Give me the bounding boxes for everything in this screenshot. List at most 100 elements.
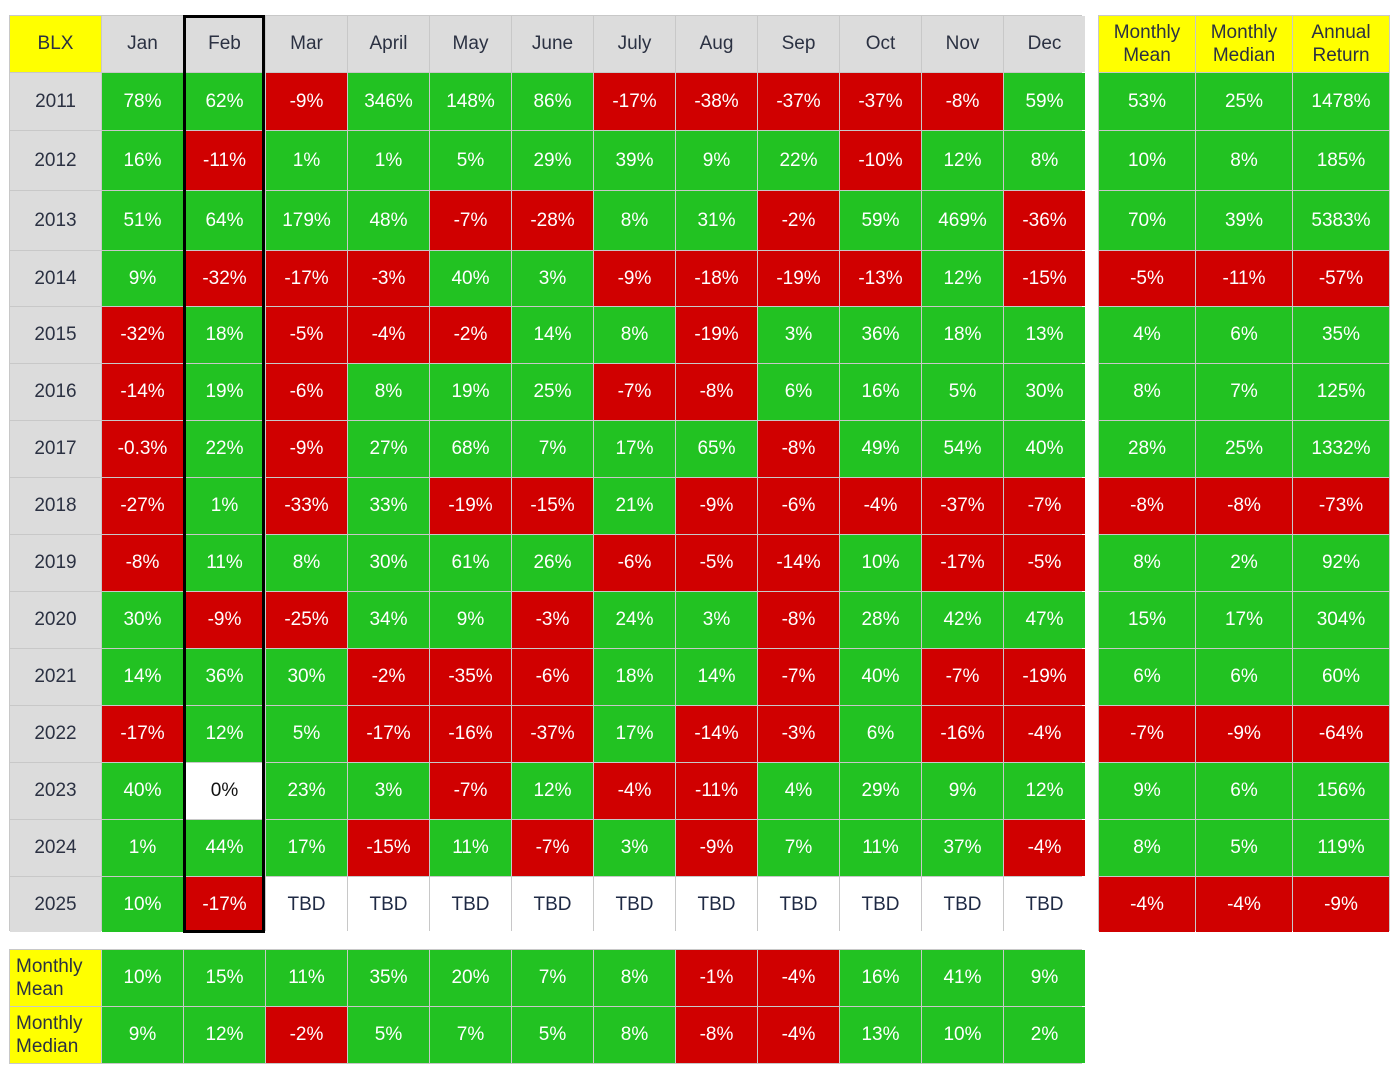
return-cell-2022-mar: 5% bbox=[266, 706, 347, 762]
return-cell-2024-aug: -9% bbox=[676, 820, 757, 876]
year-label-2023: 2023 bbox=[10, 763, 101, 819]
return-cell-2014-mar: -17% bbox=[266, 251, 347, 306]
return-cell-2014-oct: -13% bbox=[840, 251, 921, 306]
return-cell-2022-feb: 12% bbox=[184, 706, 265, 762]
return-cell-2015-feb: 18% bbox=[184, 307, 265, 363]
return-cell-2023-dec: 12% bbox=[1004, 763, 1085, 819]
return-cell-2023-april: 3% bbox=[348, 763, 429, 819]
footer-cell-monthly-median-nov: 10% bbox=[922, 1007, 1003, 1063]
footer-cell-monthly-median-june: 5% bbox=[512, 1007, 593, 1063]
footer-cell-monthly-mean-oct: 16% bbox=[840, 950, 921, 1006]
return-cell-2024-may: 11% bbox=[430, 820, 511, 876]
summary-cell-2012-annual-return: 185% bbox=[1293, 131, 1389, 190]
return-cell-2021-sep: -7% bbox=[758, 649, 839, 705]
return-cell-2013-feb: 64% bbox=[184, 191, 265, 250]
return-cell-2012-sep: 22% bbox=[758, 131, 839, 190]
year-label-2018: 2018 bbox=[10, 478, 101, 534]
return-cell-2012-dec: 8% bbox=[1004, 131, 1085, 190]
return-cell-2011-july: -17% bbox=[594, 73, 675, 130]
year-label-2020: 2020 bbox=[10, 592, 101, 648]
return-cell-2013-nov: 469% bbox=[922, 191, 1003, 250]
return-cell-2025-jan: 10% bbox=[102, 877, 183, 932]
return-cell-2012-july: 39% bbox=[594, 131, 675, 190]
return-cell-2021-mar: 30% bbox=[266, 649, 347, 705]
return-cell-2017-jan: -0.3% bbox=[102, 421, 183, 477]
return-cell-2023-oct: 29% bbox=[840, 763, 921, 819]
return-cell-2014-jan: 9% bbox=[102, 251, 183, 306]
footer-cell-monthly-median-sep: -4% bbox=[758, 1007, 839, 1063]
footer-cell-monthly-mean-nov: 41% bbox=[922, 950, 1003, 1006]
return-cell-2020-oct: 28% bbox=[840, 592, 921, 648]
return-cell-2016-nov: 5% bbox=[922, 364, 1003, 420]
return-cell-2011-april: 346% bbox=[348, 73, 429, 130]
summary-cell-2022-monthly-median: -9% bbox=[1196, 706, 1292, 762]
return-cell-2015-may: -2% bbox=[430, 307, 511, 363]
return-cell-2022-jan: -17% bbox=[102, 706, 183, 762]
return-cell-2019-aug: -5% bbox=[676, 535, 757, 591]
return-cell-2013-may: -7% bbox=[430, 191, 511, 250]
column-header-dec: Dec bbox=[1004, 16, 1085, 72]
summary-cell-2017-monthly-median: 25% bbox=[1196, 421, 1292, 477]
return-cell-2022-may: -16% bbox=[430, 706, 511, 762]
summary-cell-2013-annual-return: 5383% bbox=[1293, 191, 1389, 250]
return-cell-2011-nov: -8% bbox=[922, 73, 1003, 130]
return-cell-2025-sep: TBD bbox=[758, 877, 839, 932]
summary-cell-2024-annual-return: 119% bbox=[1293, 820, 1389, 876]
return-cell-2021-jan: 14% bbox=[102, 649, 183, 705]
return-cell-2011-feb: 62% bbox=[184, 73, 265, 130]
return-cell-2015-nov: 18% bbox=[922, 307, 1003, 363]
summary-cell-2012-monthly-mean: 10% bbox=[1099, 131, 1195, 190]
year-label-2025: 2025 bbox=[10, 877, 101, 932]
return-cell-2011-aug: -38% bbox=[676, 73, 757, 130]
return-cell-2022-sep: -3% bbox=[758, 706, 839, 762]
return-cell-2019-june: 26% bbox=[512, 535, 593, 591]
return-cell-2025-july: TBD bbox=[594, 877, 675, 932]
return-cell-2022-oct: 6% bbox=[840, 706, 921, 762]
return-cell-2014-may: 40% bbox=[430, 251, 511, 306]
return-cell-2023-mar: 23% bbox=[266, 763, 347, 819]
summary-cell-2017-annual-return: 1332% bbox=[1293, 421, 1389, 477]
return-cell-2013-july: 8% bbox=[594, 191, 675, 250]
footer-cell-monthly-median-aug: -8% bbox=[676, 1007, 757, 1063]
summary-cell-2020-monthly-mean: 15% bbox=[1099, 592, 1195, 648]
return-cell-2022-nov: -16% bbox=[922, 706, 1003, 762]
summary-cell-2011-monthly-median: 25% bbox=[1196, 73, 1292, 130]
return-cell-2017-april: 27% bbox=[348, 421, 429, 477]
summary-cell-2019-annual-return: 92% bbox=[1293, 535, 1389, 591]
return-cell-2024-feb: 44% bbox=[184, 820, 265, 876]
return-cell-2018-aug: -9% bbox=[676, 478, 757, 534]
summary-cell-2025-monthly-median: -4% bbox=[1196, 877, 1292, 932]
return-cell-2025-may: TBD bbox=[430, 877, 511, 932]
column-header-mar: Mar bbox=[266, 16, 347, 72]
return-cell-2018-july: 21% bbox=[594, 478, 675, 534]
return-cell-2020-nov: 42% bbox=[922, 592, 1003, 648]
return-cell-2019-feb: 11% bbox=[184, 535, 265, 591]
return-cell-2023-june: 12% bbox=[512, 763, 593, 819]
return-cell-2022-july: 17% bbox=[594, 706, 675, 762]
return-cell-2011-oct: -37% bbox=[840, 73, 921, 130]
summary-cell-2021-monthly-mean: 6% bbox=[1099, 649, 1195, 705]
summary-cell-2024-monthly-median: 5% bbox=[1196, 820, 1292, 876]
column-header-aug: Aug bbox=[676, 16, 757, 72]
return-cell-2019-oct: 10% bbox=[840, 535, 921, 591]
return-cell-2017-oct: 49% bbox=[840, 421, 921, 477]
return-cell-2022-dec: -4% bbox=[1004, 706, 1085, 762]
return-cell-2014-nov: 12% bbox=[922, 251, 1003, 306]
summary-cell-2025-annual-return: -9% bbox=[1293, 877, 1389, 932]
return-cell-2014-june: 3% bbox=[512, 251, 593, 306]
return-cell-2019-jan: -8% bbox=[102, 535, 183, 591]
year-label-2016: 2016 bbox=[10, 364, 101, 420]
footer-cell-monthly-median-mar: -2% bbox=[266, 1007, 347, 1063]
return-cell-2013-jan: 51% bbox=[102, 191, 183, 250]
summary-cell-2018-annual-return: -73% bbox=[1293, 478, 1389, 534]
year-label-2022: 2022 bbox=[10, 706, 101, 762]
summary-cell-2012-monthly-median: 8% bbox=[1196, 131, 1292, 190]
return-cell-2018-sep: -6% bbox=[758, 478, 839, 534]
return-cell-2016-feb: 19% bbox=[184, 364, 265, 420]
return-cell-2020-dec: 47% bbox=[1004, 592, 1085, 648]
summary-cell-2015-monthly-median: 6% bbox=[1196, 307, 1292, 363]
summary-cell-2017-monthly-mean: 28% bbox=[1099, 421, 1195, 477]
annual-summary-table: Monthly Mean Monthly Median Annual Return 5… bbox=[1098, 15, 1390, 932]
monthly-returns-table: BLX Jan Feb Mar April May June July Aug Sep Oct Nov… bbox=[9, 15, 1085, 932]
column-header-april: April bbox=[348, 16, 429, 72]
